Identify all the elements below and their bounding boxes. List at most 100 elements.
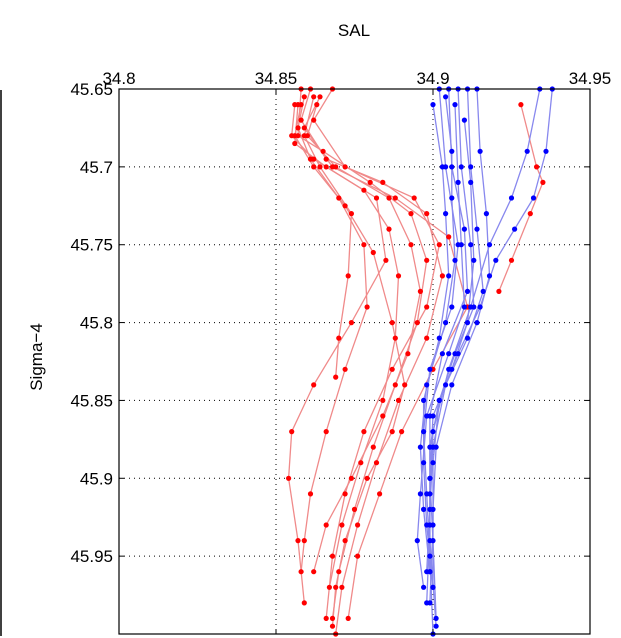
- blue-data-point: [424, 382, 430, 388]
- blue-data-point: [439, 351, 445, 357]
- blue-data-point: [443, 211, 449, 217]
- red-data-point: [370, 444, 376, 450]
- blue-data-point: [427, 475, 433, 481]
- red-data-point: [534, 164, 540, 170]
- blue-data-point: [468, 242, 474, 248]
- blue-data-point: [483, 211, 489, 217]
- red-data-point: [399, 429, 405, 435]
- red-data-point: [380, 397, 386, 403]
- red-data-point: [364, 304, 370, 310]
- red-data-point: [323, 522, 329, 528]
- blue-data-point: [433, 615, 439, 622]
- red-data-point: [424, 211, 430, 217]
- red-data-point: [348, 211, 354, 217]
- blue-data-point: [477, 304, 483, 310]
- red-data-point: [351, 506, 358, 512]
- red-data-point: [395, 273, 402, 279]
- blue-data-point: [424, 413, 430, 419]
- red-data-point: [361, 242, 367, 248]
- y-tick-label: 45.65: [70, 80, 113, 99]
- blue-data-point: [421, 429, 427, 435]
- red-data-point: [408, 242, 414, 248]
- red-data-point: [301, 125, 307, 131]
- blue-data-point: [474, 320, 480, 326]
- blue-data-point: [474, 226, 480, 232]
- red-data-point: [348, 320, 354, 326]
- x-tick-label: 34.9: [416, 69, 449, 88]
- tick-labels: 34.8 34.85 34.9 34.95 45.65 45.7 45.75 45.8 45.8…: [70, 69, 611, 566]
- red-data-point: [436, 242, 442, 248]
- red-data-point: [446, 234, 452, 240]
- red-data-point: [496, 288, 502, 294]
- red-data-point: [329, 615, 336, 622]
- red-data-point: [342, 538, 348, 544]
- red-data-point: [417, 288, 423, 294]
- red-data-point: [317, 164, 323, 170]
- x-tick-label: 34.85: [255, 69, 298, 88]
- red-data-point: [326, 584, 332, 590]
- blue-data-point: [421, 506, 427, 512]
- red-data-point: [424, 335, 430, 341]
- red-data-point: [386, 226, 392, 232]
- red-data-point: [301, 94, 307, 100]
- red-data-point: [286, 475, 292, 481]
- blue-data-point: [443, 320, 449, 326]
- red-data-point: [540, 179, 546, 185]
- red-data-point: [424, 304, 430, 310]
- blue-data-point: [461, 304, 467, 310]
- red-data-point: [395, 397, 402, 403]
- blue-data-point: [430, 584, 436, 590]
- x-tick-label: 34.8: [102, 69, 135, 88]
- blue-data-point: [427, 538, 433, 544]
- blue-data-point: [493, 257, 499, 263]
- red-data-point: [392, 382, 398, 388]
- blue-data-point: [455, 179, 461, 185]
- blue-data-point: [458, 242, 464, 248]
- red-data-point: [311, 569, 317, 575]
- blue-data-point: [468, 304, 474, 310]
- blue-data-point: [421, 460, 427, 466]
- red-data-point: [527, 211, 533, 217]
- red-data-point: [345, 615, 351, 622]
- blue-data-point: [446, 273, 452, 279]
- red-data-point: [311, 94, 317, 100]
- red-data-point: [424, 257, 430, 263]
- red-profile-line: [294, 104, 406, 627]
- y-tick-label: 45.7: [80, 158, 113, 177]
- red-data-point: [298, 569, 304, 575]
- red-data-point: [518, 102, 524, 108]
- red-data-point: [389, 320, 395, 326]
- red-data-point: [314, 102, 320, 108]
- red-data-point: [373, 195, 380, 201]
- blue-data-point: [461, 226, 467, 232]
- blue-data-point: [468, 179, 474, 185]
- red-data-point: [289, 429, 295, 435]
- red-data-point: [323, 164, 329, 170]
- blue-data-point: [480, 288, 486, 294]
- blue-data-point: [449, 148, 455, 154]
- blue-data-point: [449, 195, 455, 201]
- red-data-point: [367, 179, 373, 185]
- red-data-point: [311, 382, 317, 388]
- blue-data-point: [524, 148, 530, 154]
- blue-data-point: [427, 366, 433, 372]
- red-data-point: [295, 125, 301, 131]
- red-data-point: [301, 600, 307, 606]
- red-data-point: [323, 615, 329, 622]
- blue-data-point: [427, 569, 433, 575]
- plot-frame: [118, 88, 591, 635]
- blue-data-point: [414, 538, 420, 544]
- red-data-point: [370, 249, 376, 256]
- red-data-point: [329, 553, 336, 559]
- blue-data-point: [511, 226, 518, 232]
- blue-data-point: [464, 320, 471, 326]
- grid-lines: [119, 89, 590, 634]
- red-data-point: [377, 491, 383, 497]
- red-data-point: [329, 623, 336, 629]
- blue-data-point: [417, 491, 423, 497]
- y-axis-title: Sigma−4: [27, 323, 46, 391]
- red-data-point: [361, 429, 367, 435]
- red-data-point: [339, 584, 345, 590]
- red-data-point: [380, 179, 386, 185]
- red-data-point: [320, 148, 326, 154]
